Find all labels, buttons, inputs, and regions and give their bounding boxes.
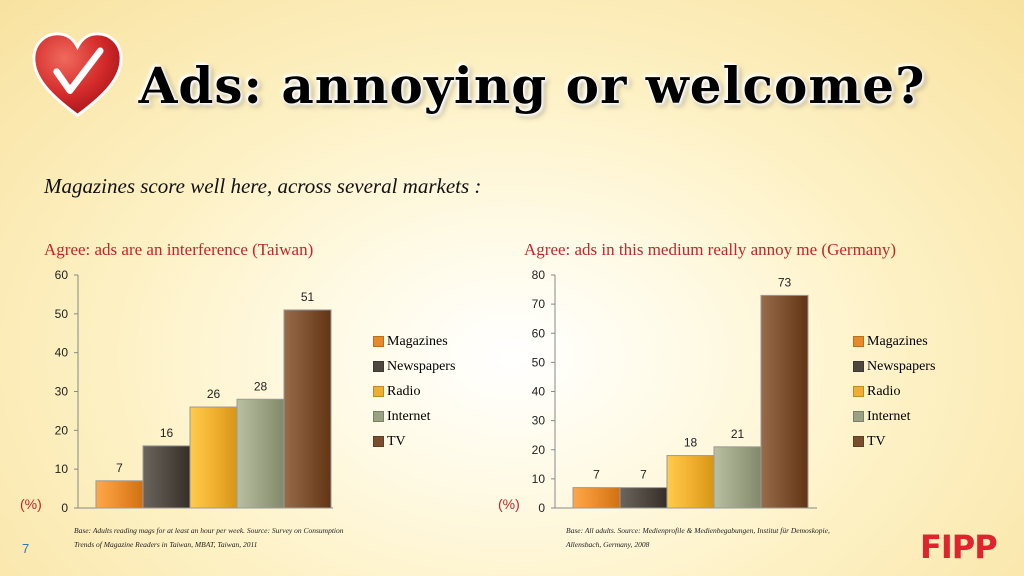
data-label-magazines: 7 — [116, 461, 123, 475]
legend-germany: Magazines Newspapers Radio Internet TV — [853, 329, 935, 454]
y-tick-label: 80 — [532, 268, 546, 282]
page-number: 7 — [22, 541, 30, 556]
y-tick-label: 60 — [55, 268, 69, 282]
data-label-tv: 51 — [301, 290, 315, 304]
legend-item-magazines: Magazines — [853, 329, 935, 354]
y-tick-label: 60 — [532, 326, 546, 340]
legend-swatch — [853, 361, 864, 372]
data-label-magazines: 7 — [593, 468, 600, 482]
source-note-taiwan: Base: Adults reading mags for at least a… — [74, 526, 344, 549]
legend-item-radio: Radio — [853, 379, 935, 404]
data-label-newspapers: 16 — [160, 426, 174, 440]
legend-swatch — [373, 411, 384, 422]
y-tick-label: 0 — [61, 501, 68, 515]
legend-item-magazines: Magazines — [373, 329, 455, 354]
y-tick-label: 30 — [532, 414, 546, 428]
legend-swatch — [853, 336, 864, 347]
legend-item-newspapers: Newspapers — [853, 354, 935, 379]
bar-magazines — [572, 487, 621, 509]
legend-item-tv: TV — [853, 429, 935, 454]
bar-tv — [283, 309, 332, 509]
bar-magazines — [95, 480, 144, 509]
legend-label: Magazines — [867, 333, 928, 349]
legend-label: Magazines — [387, 333, 448, 349]
y-tick-label: 50 — [55, 307, 69, 321]
legend-swatch — [373, 436, 384, 447]
data-label-tv: 73 — [778, 275, 792, 289]
chart-title-germany: Agree: ads in this medium really annoy m… — [524, 240, 896, 259]
bar-tv — [760, 294, 809, 509]
y-tick-label: 40 — [55, 346, 69, 360]
legend-label: Radio — [387, 383, 421, 399]
heart-check-logo — [32, 32, 123, 118]
legend-item-tv: TV — [373, 429, 455, 454]
unit-label-germany: (%) — [498, 496, 520, 512]
bar-newspapers — [619, 487, 668, 509]
fipp-logo: FIPP — [920, 528, 998, 566]
legend-swatch — [373, 336, 384, 347]
legend-label: TV — [387, 433, 406, 449]
legend-label: Newspapers — [387, 358, 456, 374]
legend-item-newspapers: Newspapers — [373, 354, 455, 379]
bar-radio — [666, 455, 715, 509]
legend-item-internet: Internet — [373, 404, 455, 429]
y-tick-label: 40 — [532, 385, 546, 399]
y-tick-label: 20 — [55, 423, 69, 437]
y-tick-label: 10 — [55, 462, 69, 476]
legend-label: Internet — [387, 408, 431, 424]
data-label-radio: 26 — [207, 387, 221, 401]
bar-internet — [713, 446, 762, 509]
y-tick-label: 0 — [538, 501, 545, 515]
legend-swatch — [373, 361, 384, 372]
y-tick-label: 10 — [532, 472, 546, 486]
slide-title: Ads: annoying or welcome? — [138, 56, 926, 115]
legend-taiwan: Magazines Newspapers Radio Internet TV — [373, 329, 455, 454]
legend-item-radio: Radio — [373, 379, 455, 404]
unit-label-taiwan: (%) — [20, 496, 42, 512]
y-tick-label: 70 — [532, 297, 546, 311]
y-tick-label: 30 — [55, 385, 69, 399]
data-label-internet: 28 — [254, 379, 268, 393]
source-note-germany: Base: All adults. Source: Medienprofile … — [566, 526, 830, 549]
legend-item-internet: Internet — [853, 404, 935, 429]
legend-swatch — [853, 386, 864, 397]
bar-internet — [236, 398, 285, 509]
slide-subtitle: Magazines score well here, across severa… — [44, 174, 482, 198]
y-tick-label: 50 — [532, 355, 546, 369]
legend-label: Newspapers — [867, 358, 936, 374]
legend-label: Radio — [867, 383, 901, 399]
y-tick-label: 20 — [532, 443, 546, 457]
data-label-radio: 18 — [684, 436, 698, 450]
chart-title-taiwan: Agree: ads are an interference (Taiwan) — [44, 240, 314, 259]
legend-swatch — [853, 436, 864, 447]
legend-swatch — [373, 386, 384, 397]
data-label-newspapers: 7 — [640, 468, 647, 482]
legend-swatch — [853, 411, 864, 422]
legend-label: TV — [867, 433, 886, 449]
data-label-internet: 21 — [731, 427, 745, 441]
legend-label: Internet — [867, 408, 911, 424]
